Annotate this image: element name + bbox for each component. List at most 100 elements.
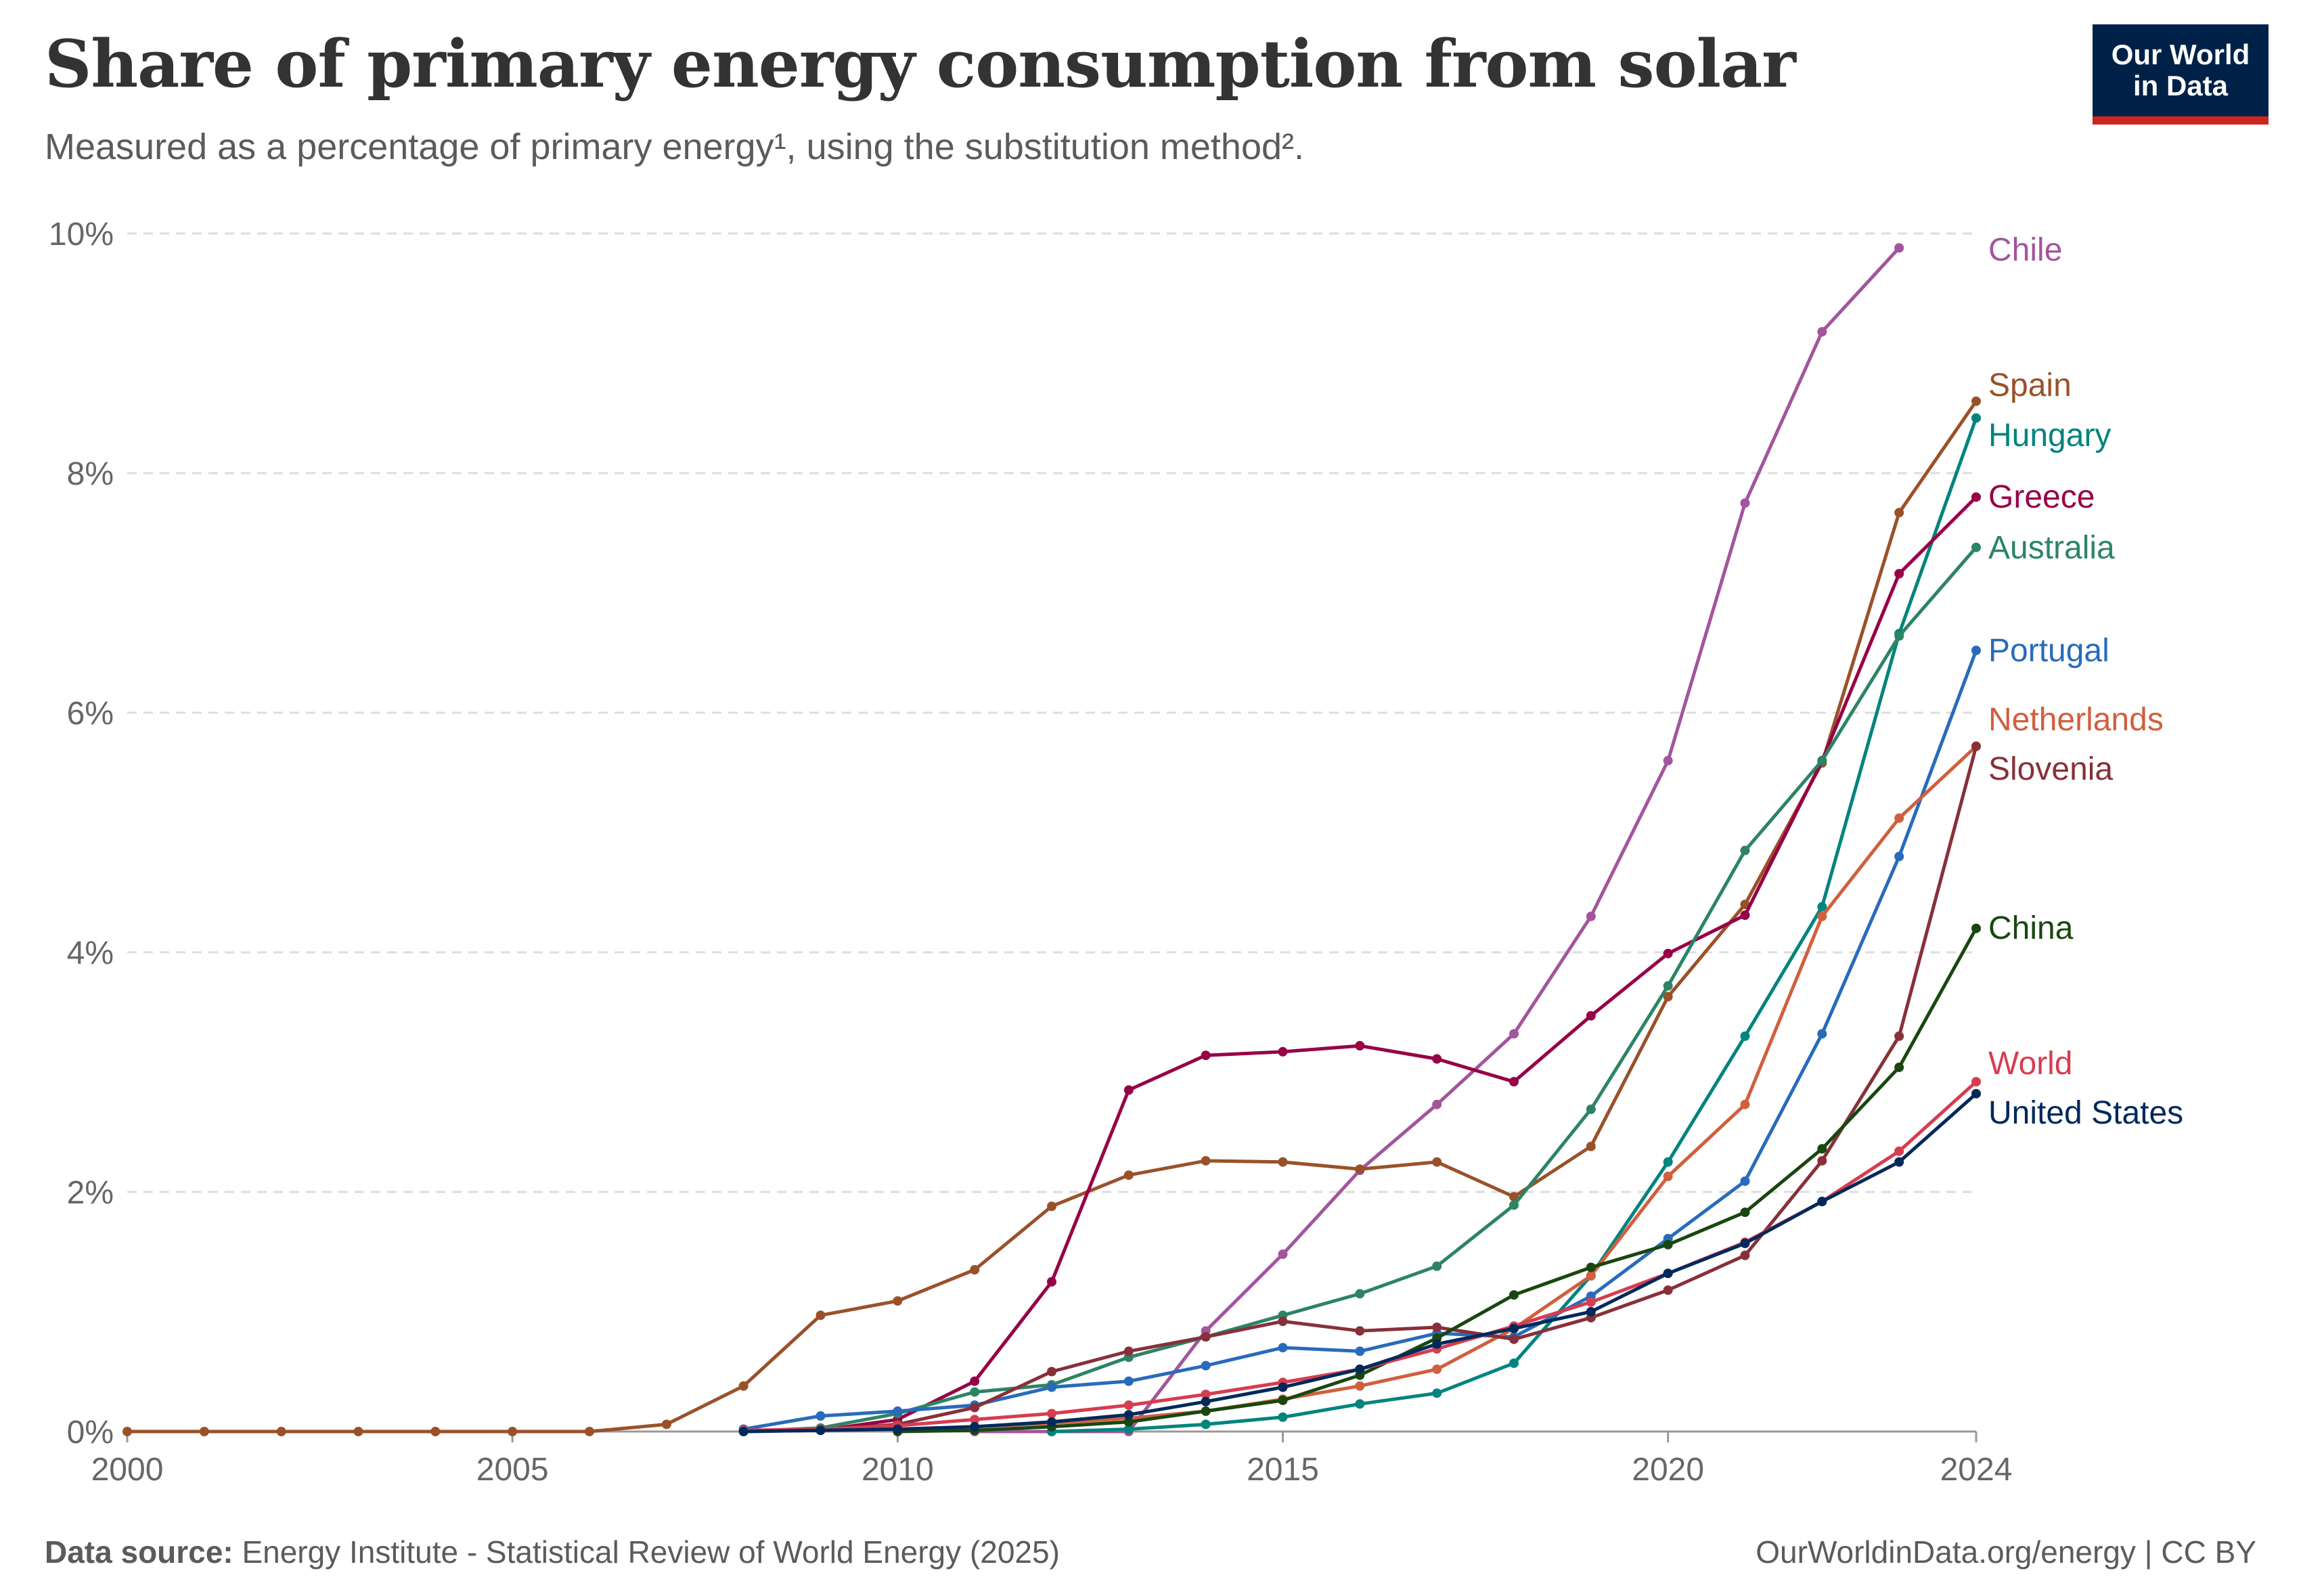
data-point (970, 1376, 980, 1386)
data-point (1894, 1031, 1904, 1041)
series-label-australia: Australia (1988, 530, 2115, 566)
logo-line-1: Our World (2111, 39, 2250, 70)
data-point (1278, 1157, 1288, 1167)
data-point (1201, 1050, 1211, 1061)
data-point (1586, 1104, 1596, 1114)
data-point (1740, 1207, 1750, 1218)
data-point (508, 1427, 518, 1436)
data-point (1817, 1155, 1827, 1166)
series-line-hungary (1050, 416, 1978, 1434)
data-point (1663, 992, 1673, 1002)
data-point (1586, 1262, 1596, 1272)
data-point (893, 1406, 903, 1416)
data-point (1894, 851, 1904, 862)
x-tick-label: 2024 (1940, 1452, 2013, 1488)
footer-link[interactable]: OurWorldinData.org/energy | CC BY (1756, 1534, 2256, 1570)
data-point (199, 1427, 209, 1436)
data-point (1586, 911, 1596, 921)
data-point (1817, 755, 1827, 766)
data-point (1278, 1412, 1288, 1422)
logo-line-2: in Data (2132, 70, 2229, 102)
data-point (1586, 1270, 1596, 1281)
data-point (1509, 1077, 1519, 1087)
data-point (1586, 1011, 1596, 1021)
data-point (970, 1265, 980, 1275)
data-point (1663, 948, 1673, 958)
data-point (816, 1310, 826, 1321)
data-point (1663, 1239, 1673, 1249)
data-point (1201, 1390, 1211, 1400)
series-label-slovenia: Slovenia (1988, 751, 2113, 787)
data-point (1817, 1029, 1827, 1039)
data-point (1663, 1171, 1673, 1181)
data-point (122, 1427, 132, 1436)
owid-logo[interactable]: Our World in Data (2093, 24, 2269, 125)
data-point (1047, 1201, 1056, 1212)
x-tick-label: 2010 (862, 1452, 934, 1488)
data-point (1971, 741, 1981, 751)
data-point (1432, 1323, 1442, 1333)
data-point (1355, 1041, 1365, 1051)
data-point (1201, 1396, 1211, 1406)
data-point (1663, 1285, 1673, 1295)
data-point (1971, 645, 1981, 655)
data-point (1509, 1323, 1519, 1333)
data-point (1894, 243, 1904, 253)
data-point (1278, 1316, 1288, 1327)
y-tick-label: 10% (49, 217, 114, 252)
data-point (1817, 1144, 1827, 1154)
data-point (1509, 1334, 1519, 1344)
data-point (1509, 1358, 1519, 1369)
data-point (816, 1425, 826, 1436)
data-point (1894, 1062, 1904, 1072)
y-tick-label: 2% (67, 1175, 114, 1211)
y-tick-label: 4% (67, 935, 114, 971)
data-point (1740, 1176, 1750, 1187)
data-point (1971, 542, 1981, 552)
data-point (1123, 1170, 1134, 1180)
data-point (1971, 396, 1981, 406)
data-point (1894, 508, 1904, 518)
data-point (1894, 569, 1904, 579)
data-point (1894, 1146, 1904, 1156)
series-label-world: World (1988, 1046, 2072, 1082)
data-point (1047, 1382, 1056, 1392)
y-tick-label: 6% (67, 696, 114, 732)
series-line-chile (973, 246, 1901, 1434)
data-point (276, 1427, 286, 1436)
series-label-united-states: United States (1988, 1095, 2183, 1131)
series-label-greece: Greece (1988, 479, 2095, 515)
data-point (816, 1411, 826, 1421)
data-point (1740, 1099, 1750, 1109)
data-point (1971, 923, 1981, 933)
chart-subtitle: Measured as a percentage of primary ener… (45, 127, 1304, 167)
data-point (1971, 1077, 1981, 1087)
data-point (1894, 631, 1904, 641)
data-point (1432, 1339, 1442, 1349)
data-point (1509, 1200, 1519, 1210)
x-tick-label: 2015 (1247, 1452, 1319, 1488)
data-point (1586, 1141, 1596, 1151)
data-source-label: Data source: (45, 1534, 233, 1570)
data-point (1278, 1046, 1288, 1057)
data-point (1201, 1332, 1211, 1342)
data-point (1586, 1297, 1596, 1307)
data-point (1894, 813, 1904, 823)
data-point (1278, 1249, 1288, 1260)
series-label-portugal: Portugal (1988, 633, 2109, 669)
series-label-hungary: Hungary (1988, 418, 2111, 453)
data-point (661, 1419, 671, 1429)
data-source: Data source: Energy Institute - Statisti… (45, 1534, 1060, 1570)
series-line-portugal (742, 648, 1978, 1431)
data-point (1278, 1343, 1288, 1353)
data-point (1740, 845, 1750, 856)
data-point (1971, 492, 1981, 502)
data-point (1123, 1346, 1134, 1356)
data-point (1432, 1157, 1442, 1167)
data-point (1123, 1410, 1134, 1420)
data-point (1740, 910, 1750, 921)
x-tick-label: 2020 (1632, 1452, 1704, 1488)
data-point (1817, 327, 1827, 337)
data-point (1355, 1399, 1365, 1409)
data-point (1740, 1239, 1750, 1249)
